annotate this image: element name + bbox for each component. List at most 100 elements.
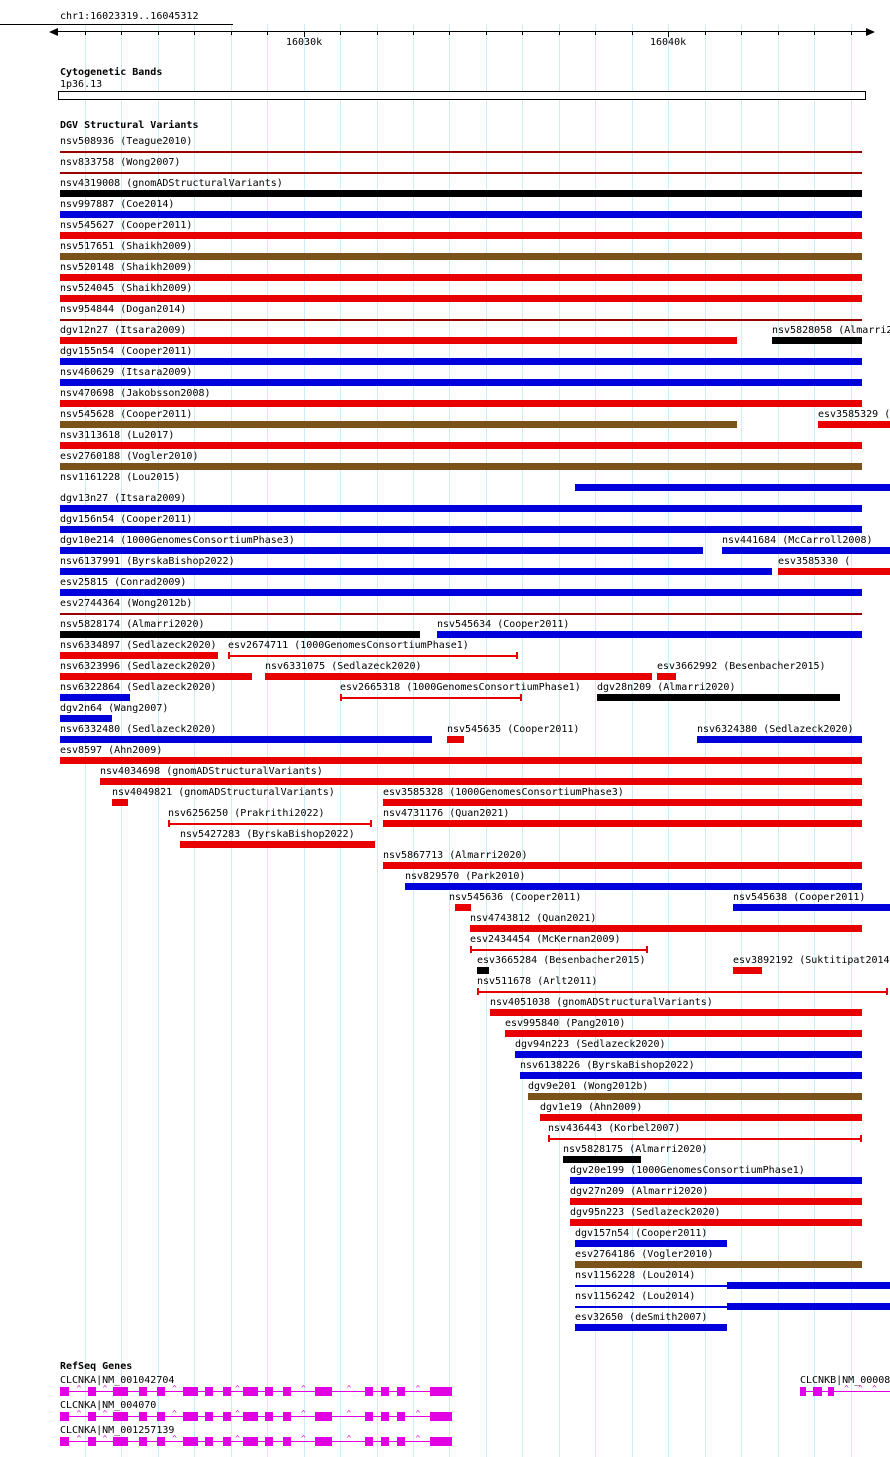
variant-label[interactable]: nsv1156242 (Lou2014) [575,1291,696,1302]
gene-exon[interactable] [139,1437,147,1446]
gene-exon[interactable] [243,1437,258,1446]
variant-label[interactable]: nsv3113618 (Lu2017) [60,430,175,441]
variant-label[interactable]: esv3665284 (Besenbacher2015) [477,955,646,966]
variant-bar[interactable] [112,799,128,806]
variant-label[interactable]: nsv6138226 (ByrskaBishop2022) [520,1060,695,1071]
variant-bar[interactable] [60,715,112,722]
gene-exon[interactable] [283,1412,291,1421]
variant-bar[interactable] [778,568,890,575]
variant-bar[interactable] [60,589,862,596]
variant-label[interactable]: nsv470698 (Jakobsson2008) [60,388,211,399]
gene-label[interactable]: CLCNKA|NM_001042704 [60,1375,175,1386]
variant-bar[interactable] [575,1285,727,1287]
variant-label[interactable]: nsv524045 (Shaikh2009) [60,283,193,294]
variant-label[interactable]: nsv5427283 (ByrskaBishop2022) [180,829,355,840]
variant-label[interactable]: nsv6256250 (Prakrithi2022) [168,808,325,819]
variant-bar[interactable] [60,253,862,260]
variant-bar[interactable] [515,1051,862,1058]
variant-label[interactable]: nsv829570 (Park2010) [405,871,526,882]
variant-bar[interactable] [60,757,862,764]
variant-label[interactable]: esv25815 (Conrad2009) [60,577,187,588]
variant-bar[interactable] [60,547,703,554]
gene-exon[interactable] [430,1387,452,1396]
variant-label[interactable]: esv32650 (deSmith2007) [575,1312,708,1323]
variant-label[interactable]: nsv441684 (McCarroll2008) [722,535,873,546]
variant-label[interactable]: dgv95n223 (Sedlazeck2020) [570,1207,721,1218]
variant-label[interactable]: nsv4731176 (Quan2021) [383,808,510,819]
variant-bar[interactable] [722,547,890,554]
variant-bar[interactable] [383,862,862,869]
variant-bar[interactable] [540,1114,862,1121]
variant-bar[interactable] [727,1282,890,1289]
variant-bar[interactable] [575,484,890,491]
variant-bar[interactable] [470,925,862,932]
variant-bar[interactable] [60,694,130,701]
variant-label[interactable]: nsv6332480 (Sedlazeck2020) [60,724,217,735]
variant-bar[interactable] [548,1138,862,1140]
variant-label[interactable]: esv3585330 ( [778,556,851,567]
gene-exon[interactable] [381,1437,389,1446]
variant-bar[interactable] [383,799,862,806]
variant-bar[interactable] [60,631,420,638]
variant-label[interactable]: esv2665318 (1000GenomesConsortiumPhase1) [340,682,581,693]
gene-label[interactable]: CLCNKA|NM_004070 [60,1400,157,1411]
gene-exon[interactable] [223,1387,231,1396]
gene-exon[interactable] [205,1412,213,1421]
gene-exon[interactable] [113,1387,128,1396]
gene-exon[interactable] [315,1412,332,1421]
variant-label[interactable]: nsv4034698 (gnomADStructuralVariants) [100,766,323,777]
variant-label[interactable]: esv2764186 (Vogler2010) [575,1249,714,1260]
variant-bar[interactable] [470,949,648,951]
variant-label[interactable]: nsv5828175 (Almarri2020) [563,1144,708,1155]
variant-bar[interactable] [733,967,762,974]
variant-bar[interactable] [575,1306,727,1308]
gene-exon[interactable] [183,1437,198,1446]
gene-exon[interactable] [60,1387,69,1396]
gene-exon[interactable] [315,1387,332,1396]
gene-exon[interactable] [397,1412,405,1421]
variant-bar[interactable] [60,505,862,512]
variant-bar[interactable] [570,1198,862,1205]
variant-bar[interactable] [772,337,862,344]
variant-label[interactable]: esv8597 (Ahn2009) [60,745,163,756]
variant-bar[interactable] [60,421,737,428]
gene-exon[interactable] [60,1437,69,1446]
variant-bar[interactable] [697,736,862,743]
gene-exon[interactable] [88,1412,96,1421]
variant-bar[interactable] [575,1240,727,1247]
gene-exon[interactable] [265,1437,273,1446]
variant-label[interactable]: nsv1156228 (Lou2014) [575,1270,696,1281]
variant-label[interactable]: nsv460629 (Itsara2009) [60,367,193,378]
gene-exon[interactable] [205,1387,213,1396]
variant-label[interactable]: nsv4051038 (gnomADStructuralVariants) [490,997,713,1008]
variant-label[interactable]: nsv5828058 (Almarri2020) [772,325,890,336]
variant-bar[interactable] [477,991,888,993]
variant-bar[interactable] [455,904,471,911]
gene-exon[interactable] [813,1387,822,1396]
gene-exon[interactable] [139,1387,147,1396]
variant-label[interactable]: esv3662992 (Besenbacher2015) [657,661,826,672]
variant-label[interactable]: dgv155n54 (Cooper2011) [60,346,193,357]
variant-label[interactable]: esv3892192 (Suktitipat2014 [733,955,890,966]
variant-bar[interactable] [60,319,862,321]
variant-bar[interactable] [563,1156,641,1163]
variant-bar[interactable] [60,613,862,615]
variant-label[interactable]: nsv5867713 (Almarri2020) [383,850,528,861]
cytoband-box[interactable] [58,91,866,100]
variant-bar[interactable] [477,967,489,974]
gene-exon[interactable] [430,1437,452,1446]
variant-bar[interactable] [180,841,375,848]
variant-label[interactable]: esv2674711 (1000GenomesConsortiumPhase1) [228,640,469,651]
gene-exon[interactable] [265,1387,273,1396]
variant-bar[interactable] [60,358,862,365]
variant-bar[interactable] [60,652,218,659]
variant-bar[interactable] [733,904,890,911]
variant-bar[interactable] [60,673,252,680]
gene-exon[interactable] [183,1387,198,1396]
variant-label[interactable]: nsv6331075 (Sedlazeck2020) [265,661,422,672]
variant-label[interactable]: nsv545636 (Cooper2011) [449,892,582,903]
variant-label[interactable]: nsv545628 (Cooper2011) [60,409,193,420]
variant-label[interactable]: nsv511678 (Arlt2011) [477,976,598,987]
gene-exon[interactable] [365,1437,373,1446]
gene-exon[interactable] [381,1387,389,1396]
